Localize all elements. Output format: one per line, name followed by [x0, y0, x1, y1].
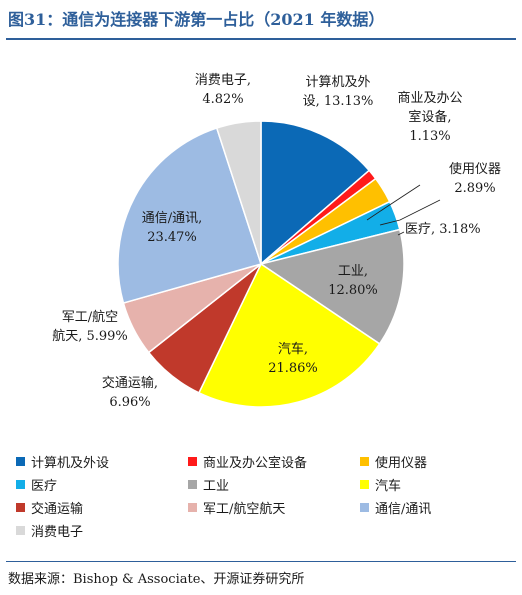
legend-swatch: [16, 457, 25, 466]
pie-slice-4: [259, 228, 405, 345]
pie-slice-8: [117, 127, 262, 304]
legend-label: 计算机及外设: [31, 456, 110, 471]
data-label-8: 通信/通讯, 23.47%: [142, 211, 203, 245]
title-rule: [6, 38, 516, 40]
source-rule: [6, 561, 516, 562]
leader-line-2: [379, 199, 441, 226]
legend-swatch: [16, 503, 25, 512]
legend-label: 使用仪器: [375, 456, 428, 471]
data-label-5: 汽车, 21.86%: [268, 341, 318, 376]
legend-item-6: 交通运输: [16, 498, 83, 517]
data-label-3: 医疗, 3.18%: [405, 222, 481, 237]
legend-item-8: 通信/通讯: [360, 498, 431, 517]
legend-swatch: [188, 503, 197, 512]
data-label-1: 商业及办公室设备, 1.13%: [397, 91, 462, 144]
figure-title: 图31：通信为连接器下游第一占比（2021 年数据）: [8, 10, 385, 29]
data-label-9: 消费电子, 4.82%: [195, 73, 251, 107]
data-label-0: 计算机及外设, 13.13%: [303, 75, 374, 109]
data-label-7: 军工/航空航天, 5.99%: [52, 309, 128, 344]
legend-item-9: 消费电子: [16, 521, 83, 540]
data-labels: 计算机及外设, 13.13% 商业及办公室设备, 1.13% 使用仪器 2.89% 医疗,…: [52, 73, 501, 410]
data-label-6: 交通运输, 6.96%: [102, 375, 158, 410]
legend-label: 医疗: [31, 479, 58, 494]
pie-slices: [117, 120, 405, 408]
legend-item-1: 商业及办公室设备: [188, 452, 307, 471]
legend-label: 工业: [203, 479, 230, 494]
pie-chart: 计算机及外设, 13.13% 商业及办公室设备, 1.13% 使用仪器 2.89% 医疗,…: [52, 73, 501, 410]
legend-item-4: 工业: [188, 475, 229, 494]
legend-label: 汽车: [375, 479, 402, 494]
leader-line-3: [397, 231, 405, 236]
legend-item-0: 计算机及外设: [16, 452, 109, 471]
pie-slice-0: [260, 120, 371, 266]
legend-label: 消费电子: [31, 525, 84, 540]
source-note: 数据来源：Bishop & Associate、开源证券研究所: [8, 572, 305, 587]
data-label-2: 使用仪器 2.89%: [449, 161, 501, 196]
legend-swatch: [360, 457, 369, 466]
legend-item-3: 医疗: [16, 475, 57, 494]
legend-item-7: 军工/航空航天: [188, 498, 285, 517]
data-label-4: 工业, 12.80%: [328, 264, 378, 298]
legend-label: 交通运输: [31, 502, 84, 517]
legend-item-2: 使用仪器: [360, 452, 427, 471]
legend-swatch: [188, 457, 197, 466]
leader-line-1: [366, 184, 421, 221]
leader-lines: [366, 184, 441, 236]
legend-swatch: [360, 503, 369, 512]
legend-swatch: [188, 480, 197, 489]
legend-item-5: 汽车: [360, 475, 401, 494]
legend-label: 商业及办公室设备: [203, 456, 308, 471]
legend-label: 军工/航空航天: [203, 502, 286, 517]
legend-label: 通信/通讯: [375, 502, 432, 517]
legend-swatch: [16, 526, 25, 535]
legend-swatch: [16, 480, 25, 489]
legend-swatch: [360, 480, 369, 489]
pie-slice-9: [215, 120, 262, 265]
